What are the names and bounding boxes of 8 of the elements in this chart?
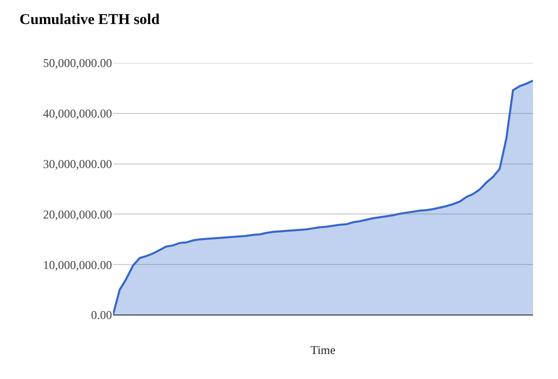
y-tick-label: 50,000,000.00 <box>43 56 112 70</box>
chart-title: Cumulative ETH sold <box>20 12 160 28</box>
y-tick-label: 10,000,000.00 <box>43 258 112 272</box>
x-axis-title: Time <box>310 342 336 357</box>
y-tick-label: 20,000,000.00 <box>43 207 112 222</box>
y-tick-label: 40,000,000.00 <box>43 106 112 121</box>
y-tick-label: 30,000,000.00 <box>43 157 112 171</box>
y-tick-label: 0.00 <box>91 308 112 322</box>
